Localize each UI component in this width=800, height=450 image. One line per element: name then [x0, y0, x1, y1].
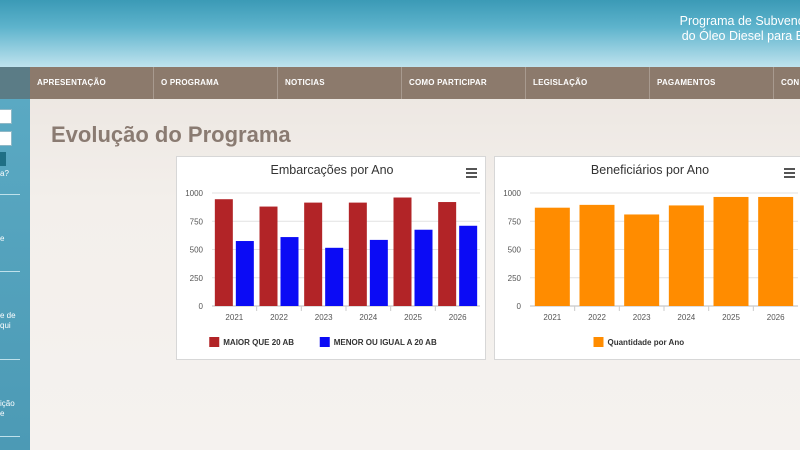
y-tick-label: 250: [508, 274, 522, 283]
sidebar-link-1[interactable]: e: [0, 234, 5, 243]
embarcacoes-chart: Embarcações por Ano 0 250 500 750 1000 2021 202…: [185, 163, 480, 347]
nav-item-apresentacao[interactable]: APRESENTAÇÃO: [30, 67, 154, 99]
sidebar-divider: [0, 271, 20, 272]
y-tick-label: 500: [190, 246, 204, 255]
x-tick-label: 2025: [722, 313, 740, 322]
login-user-field[interactable]: [0, 109, 12, 124]
bar[interactable]: [369, 239, 388, 306]
main-nav: APRESENTAÇÃO O PROGRAMA NOTICIAS COMO PA…: [0, 67, 800, 99]
site-title-line-2: do Óleo Diesel para E: [681, 29, 800, 43]
y-tick-label: 0: [199, 302, 204, 311]
nav-item-noticias[interactable]: NOTICIAS: [278, 67, 402, 99]
y-tick-label: 750: [190, 217, 204, 226]
chart-title: Beneficiários por Ano: [591, 163, 709, 177]
chart-panel-embarcacoes: Embarcações por Ano 0 250 500 750 1000 2021 202…: [176, 156, 486, 360]
nav-item-contato[interactable]: CON: [781, 78, 800, 87]
legend-label[interactable]: MAIOR QUE 20 AB: [223, 338, 294, 347]
x-tick-label: 2024: [359, 313, 377, 322]
bar[interactable]: [534, 207, 570, 306]
x-tick-label: 2021: [225, 313, 243, 322]
sidebar-divider: [0, 436, 20, 437]
chart-menu-icon-bar: [784, 176, 795, 178]
page-title: Evolução do Programa: [51, 122, 291, 147]
nav-item-pagamentos[interactable]: PAGAMENTOS: [650, 67, 774, 99]
legend-label[interactable]: Quantidade por Ano: [608, 338, 685, 347]
chart-menu-icon-bar: [466, 168, 477, 170]
chart-menu-icon[interactable]: [466, 168, 477, 178]
chart-menu-icon-bar: [784, 172, 795, 174]
bar[interactable]: [348, 202, 367, 306]
chart-title: Embarcações por Ano: [271, 163, 394, 177]
bar[interactable]: [668, 205, 704, 306]
x-tick-label: 2023: [315, 313, 333, 322]
x-tick-label: 2021: [543, 313, 561, 322]
left-sidebar: a? e e de qui ição e: [0, 99, 30, 450]
y-tick-label: 1000: [503, 189, 521, 198]
chart-menu-icon[interactable]: [784, 168, 795, 178]
x-tick-label: 2026: [767, 313, 785, 322]
sidebar-link-2a[interactable]: e de: [0, 311, 16, 320]
x-tick-label: 2022: [588, 313, 606, 322]
y-tick-label: 250: [190, 274, 204, 283]
x-tick-label: 2024: [677, 313, 695, 322]
bar[interactable]: [758, 196, 794, 306]
bar[interactable]: [438, 202, 457, 306]
y-tick-label: 1000: [185, 189, 203, 198]
x-tick-label: 2026: [449, 313, 467, 322]
bar[interactable]: [624, 214, 660, 306]
bar[interactable]: [414, 229, 433, 306]
chart-menu-icon-bar: [466, 176, 477, 178]
bar[interactable]: [259, 206, 278, 306]
y-tick-label: 500: [508, 246, 522, 255]
chart-panel-beneficiarios: Beneficiários por Ano 0 250 500 750 1000 2021 2…: [494, 156, 800, 360]
forgot-password-link[interactable]: a?: [0, 169, 9, 178]
sidebar-link-3a[interactable]: ição: [0, 399, 15, 408]
legend-swatch: [593, 337, 604, 347]
site-title: Programa de Subvenç do Óleo Diesel para …: [664, 14, 800, 44]
sidebar-divider: [0, 359, 20, 360]
bar[interactable]: [304, 202, 323, 306]
y-tick-label: 0: [517, 302, 522, 311]
legend-swatch: [209, 337, 220, 347]
login-password-field[interactable]: [0, 131, 12, 146]
chart-menu-icon-bar: [466, 172, 477, 174]
nav-item-o-programa[interactable]: O PROGRAMA: [154, 67, 278, 99]
site-title-line-1: Programa de Subvenç: [679, 14, 800, 28]
bar[interactable]: [579, 204, 615, 306]
bar[interactable]: [393, 197, 412, 306]
chart-menu-icon-bar: [784, 168, 795, 170]
bar[interactable]: [713, 196, 749, 306]
nav-left-cap: [0, 67, 30, 99]
x-tick-label: 2023: [633, 313, 651, 322]
nav-item-como-participar[interactable]: COMO PARTICIPAR: [402, 67, 526, 99]
beneficiarios-chart: Beneficiários por Ano 0 250 500 750 1000 2021 2…: [503, 163, 798, 347]
sidebar-divider: [0, 194, 20, 195]
legend-label[interactable]: MENOR OU IGUAL A 20 AB: [334, 338, 437, 347]
y-tick-label: 750: [508, 217, 522, 226]
login-button[interactable]: [0, 152, 6, 166]
bar[interactable]: [214, 199, 233, 306]
bar[interactable]: [325, 247, 344, 306]
x-tick-label: 2025: [404, 313, 422, 322]
sidebar-link-2b[interactable]: qui: [0, 321, 11, 330]
bar[interactable]: [280, 237, 299, 306]
bar[interactable]: [235, 241, 254, 306]
site-header: Programa de Subvenç do Óleo Diesel para …: [0, 0, 800, 67]
sidebar-link-3b[interactable]: e: [0, 409, 5, 418]
bar[interactable]: [459, 225, 478, 306]
nav-item-legislacao[interactable]: LEGISLAÇÃO: [526, 67, 650, 99]
legend-swatch: [319, 337, 330, 347]
x-tick-label: 2022: [270, 313, 288, 322]
